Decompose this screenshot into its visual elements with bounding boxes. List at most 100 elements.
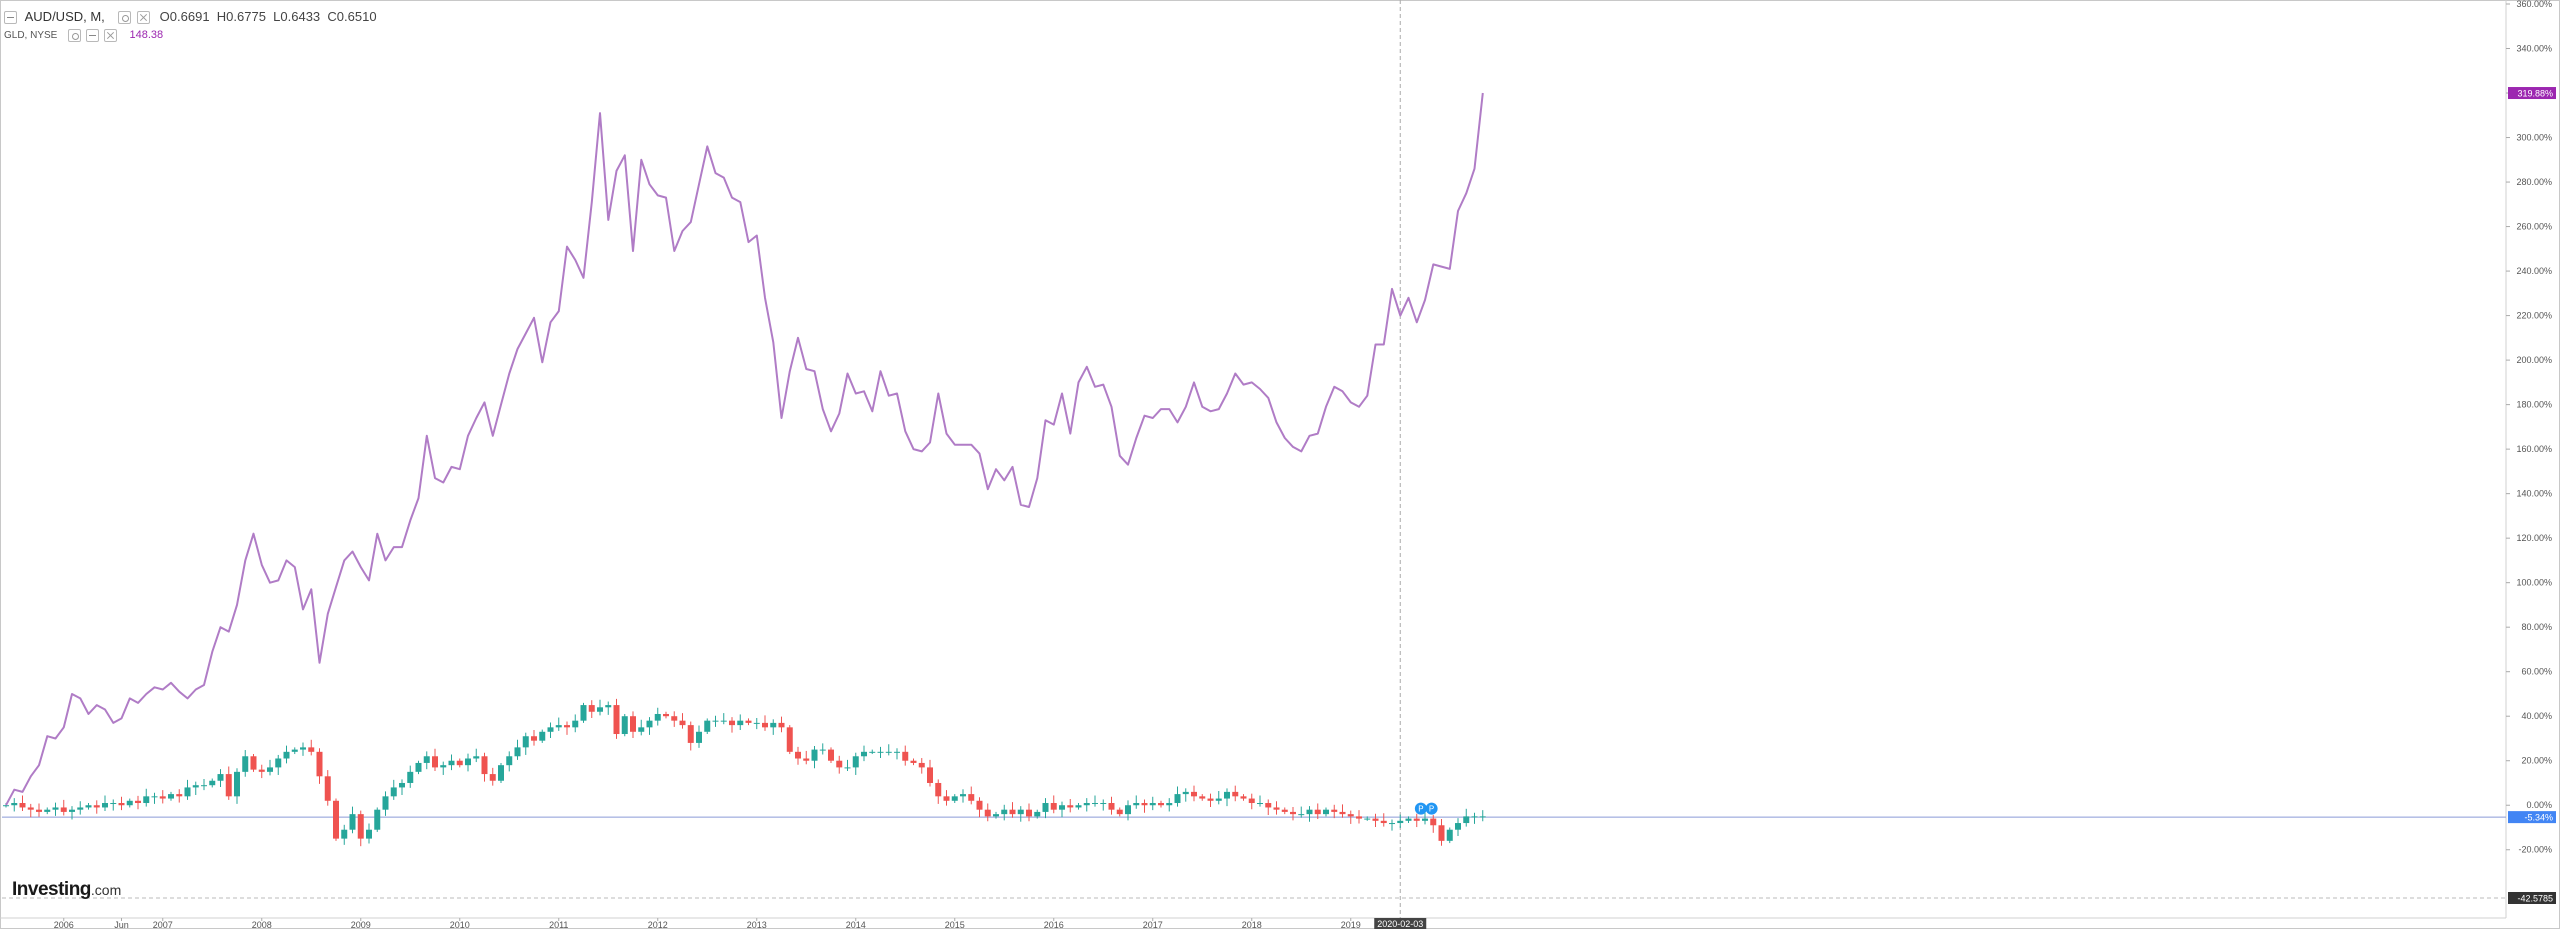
candle-body	[522, 736, 529, 748]
candle	[465, 753, 471, 772]
candle	[242, 750, 249, 777]
candle	[770, 719, 777, 735]
high-value: H0.6775	[216, 9, 266, 24]
settings-icon[interactable]	[118, 11, 132, 25]
open-value: O0.6691	[159, 9, 210, 24]
candle-body	[135, 800, 141, 804]
candle-body	[514, 747, 521, 757]
candle	[52, 802, 59, 816]
candle	[102, 795, 108, 812]
candle-body	[217, 774, 224, 781]
candle	[902, 745, 909, 766]
candle-body	[1405, 818, 1412, 821]
candle	[382, 791, 389, 816]
candle	[291, 747, 298, 755]
axis-min-badge-bg	[2508, 892, 2556, 904]
candle-body	[729, 720, 735, 726]
candle-body	[44, 809, 51, 812]
candle-body	[572, 720, 579, 728]
candle-body	[506, 756, 513, 766]
candle	[836, 755, 843, 774]
candle	[1141, 799, 1148, 813]
candle-body	[1207, 798, 1214, 801]
candle	[572, 714, 579, 733]
x-tick-label: 2013	[747, 920, 767, 929]
candle	[613, 698, 620, 739]
candle	[135, 795, 141, 810]
candle	[1059, 801, 1065, 818]
candle-body	[1248, 798, 1255, 804]
candle-body	[1413, 818, 1420, 821]
candle	[1125, 800, 1131, 821]
price-axis[interactable]: -20.00% 0.00% 20.00% 40.00% 60.00% 80.00% 100.…	[2506, 0, 2556, 904]
candle	[69, 806, 75, 820]
visibility-icon[interactable]	[85, 29, 99, 42]
candle	[935, 779, 942, 804]
candle-body	[432, 756, 438, 768]
candle-body	[291, 749, 298, 752]
candle	[300, 742, 306, 756]
candle-body	[1017, 809, 1024, 815]
candle	[456, 758, 463, 768]
time-axis[interactable]: 2006 Jun 2007 2008 2009 2010 2011 2012 2013 2014 2…	[54, 918, 1427, 929]
candle-body	[11, 803, 18, 806]
candle-body	[679, 720, 686, 726]
candle-body	[1479, 816, 1486, 818]
candle	[1182, 788, 1189, 802]
candle	[885, 744, 892, 756]
candle-body	[1116, 809, 1123, 815]
settings-icon[interactable]	[68, 29, 82, 42]
candle	[687, 721, 694, 751]
candle-body	[555, 725, 562, 728]
candle	[209, 778, 216, 788]
candle-body	[1422, 818, 1428, 821]
candle-body	[159, 796, 166, 799]
candle	[85, 803, 92, 810]
candle-body	[918, 762, 925, 768]
close-icon[interactable]	[137, 11, 151, 25]
candle-body	[531, 736, 537, 741]
candle	[597, 699, 603, 716]
candle	[1083, 798, 1090, 812]
candle	[143, 788, 150, 807]
candle-body	[415, 762, 422, 772]
candle	[1133, 795, 1140, 809]
crosshair-date-text: 2020-02-03	[1377, 919, 1423, 929]
candle	[415, 760, 422, 775]
candle-body	[704, 720, 711, 732]
candle-body	[1092, 803, 1098, 805]
candle-body	[1257, 803, 1263, 805]
candle	[407, 765, 414, 788]
close-icon[interactable]	[103, 29, 117, 42]
candle	[201, 778, 207, 791]
candle-body	[3, 805, 9, 807]
candle-body	[1215, 798, 1222, 801]
y-tick-label: 80.00%	[2521, 622, 2552, 632]
candle	[877, 746, 884, 759]
candle-body	[1100, 803, 1107, 805]
candle	[1397, 814, 1404, 828]
candle-body	[712, 720, 719, 722]
candle	[869, 749, 876, 755]
candle	[366, 823, 372, 844]
candle-body	[366, 829, 372, 839]
candle	[1001, 804, 1008, 821]
collapse-icon[interactable]	[4, 11, 17, 25]
candle	[976, 797, 983, 818]
candle	[729, 717, 735, 733]
candle-body	[60, 807, 67, 812]
candle	[1306, 806, 1313, 822]
candle-body	[1331, 809, 1338, 812]
candle-body	[1191, 791, 1197, 797]
x-tick-label: 2009	[351, 920, 371, 929]
candle-body	[960, 794, 966, 797]
overlay-symbol-label: GLD, NYSE	[4, 30, 58, 42]
candle	[440, 761, 447, 775]
candle-body	[283, 751, 290, 759]
candle-body	[93, 805, 100, 808]
candle-body	[258, 769, 265, 772]
gld-last-badge-text: 319.88%	[2517, 89, 2553, 99]
candle-body	[456, 760, 463, 766]
